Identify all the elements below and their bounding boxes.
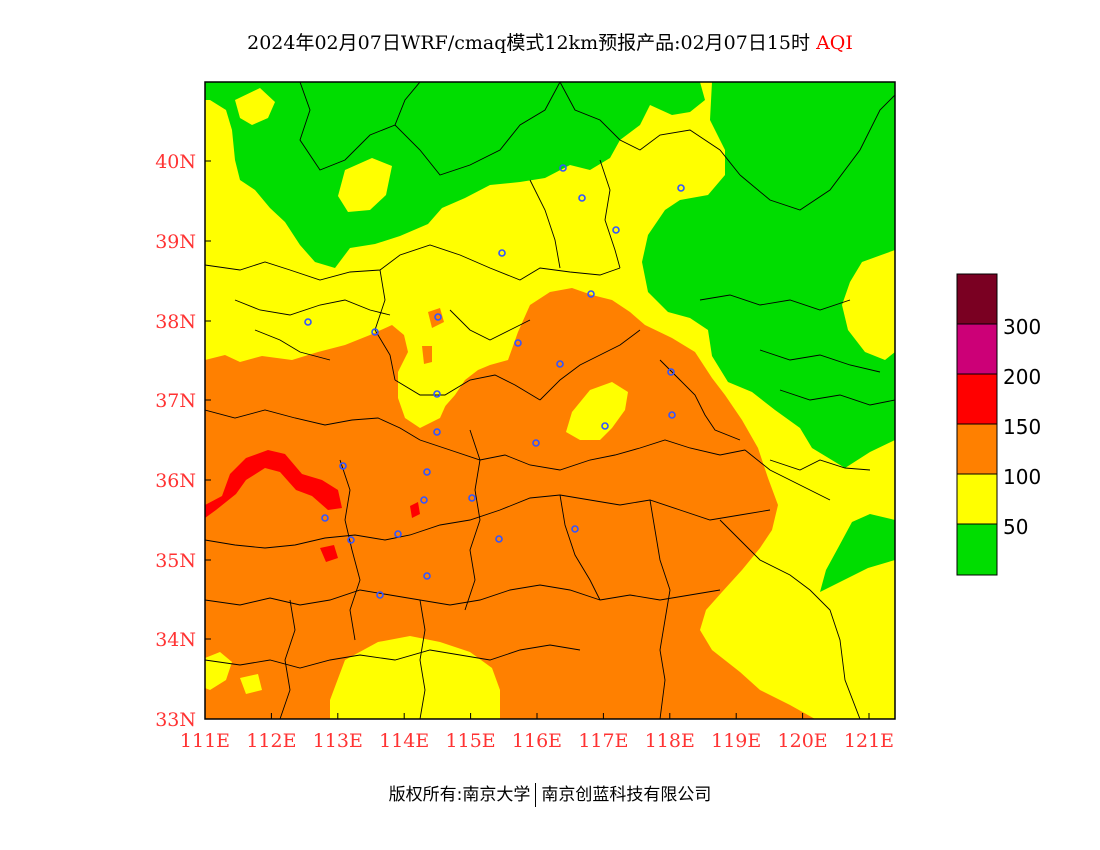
- lon-tick-label: 111E: [180, 730, 230, 752]
- station-marker: [677, 184, 685, 192]
- lat-tick-label: 36N: [155, 470, 196, 492]
- station-marker: [304, 318, 312, 326]
- lat-axis: 33N 34N 35N 36N 37N 38N 39N 40N: [155, 151, 211, 731]
- legend-swatch-orange: [956, 423, 998, 475]
- station-marker: [587, 290, 595, 298]
- station-marker: [394, 530, 402, 538]
- footer-divider: [535, 783, 537, 807]
- aqi-red-west: [205, 450, 342, 518]
- lon-axis: 111E 112E 113E 114E 115E 116E 117E 118E …: [180, 713, 894, 752]
- legend-swatch-yellow: [956, 473, 998, 525]
- aqi-yellow-pocket: [235, 88, 275, 125]
- legend-swatch-green: [956, 523, 998, 576]
- station-marker: [578, 194, 586, 202]
- title-text: 2024年02月07日WRF/cmaq模式12km预报产品:02月07日15时: [247, 32, 811, 54]
- legend-label-150: 150: [1003, 415, 1042, 439]
- station-marker: [601, 422, 609, 430]
- lat-tick-label: 37N: [155, 390, 196, 412]
- lon-tick-label: 118E: [645, 730, 695, 752]
- legend-label-200: 200: [1003, 365, 1042, 389]
- footer: 版权所有:南京大学 南京创蓝科技有限公司: [0, 780, 1100, 807]
- copyright-text: 版权所有:南京大学: [388, 785, 531, 805]
- aqi-orange-main: [205, 288, 815, 719]
- aqi-yellow-hole-4: [205, 652, 232, 690]
- lat-tick-label: 40N: [155, 151, 196, 173]
- aqi-field: [205, 82, 895, 719]
- lon-tick-label: 119E: [711, 730, 761, 752]
- station-marker: [347, 536, 355, 544]
- lon-tick-label: 113E: [313, 730, 363, 752]
- aqi-orange-fleck: [428, 308, 444, 328]
- station-marker: [433, 428, 441, 436]
- map-title: 2024年02月07日WRF/cmaq模式12km预报产品:02月07日15时 …: [0, 28, 1100, 55]
- station-marker: [667, 368, 675, 376]
- aqi-red-spot-2: [410, 502, 420, 518]
- lat-tick-label: 34N: [155, 629, 196, 651]
- station-marker: [433, 390, 441, 398]
- lon-tick-label: 120E: [778, 730, 828, 752]
- lon-tick-label: 121E: [844, 730, 894, 752]
- station-marker: [668, 411, 676, 419]
- aqi-orange-fleck-2: [422, 346, 432, 364]
- station-marker: [423, 572, 431, 580]
- station-markers: [304, 164, 685, 599]
- aqi-legend-bar: [956, 273, 998, 576]
- product-label: AQI: [816, 32, 853, 54]
- aqi-yellow-coast: [842, 250, 895, 360]
- aqi-yellow-hole-1: [566, 382, 628, 440]
- station-marker: [376, 591, 384, 599]
- station-marker: [371, 328, 379, 336]
- legend-swatch-purple: [956, 323, 998, 375]
- station-marker: [321, 514, 329, 522]
- lon-tick-label: 117E: [578, 730, 628, 752]
- aqi-yellow-hole-5: [240, 674, 262, 694]
- station-marker: [571, 525, 579, 533]
- aqi-green-southeast: [820, 514, 895, 592]
- legend-swatch-red: [956, 373, 998, 425]
- lon-tick-label: 114E: [379, 730, 429, 752]
- lon-tick-label: 116E: [512, 730, 562, 752]
- lon-tick-label: 115E: [446, 730, 496, 752]
- aqi-yellow-pocket-2: [338, 158, 392, 212]
- lat-tick-label: 33N: [155, 709, 196, 731]
- lat-tick-label: 39N: [155, 231, 196, 253]
- station-marker: [612, 226, 620, 234]
- station-marker: [339, 462, 347, 470]
- station-marker: [498, 249, 506, 257]
- admin-boundaries: [205, 82, 895, 719]
- station-marker: [532, 439, 540, 447]
- legend-swatch-maroon: [956, 273, 998, 325]
- aqi-red-spot-1: [320, 545, 338, 562]
- company-text: 南京创蓝科技有限公司: [541, 785, 712, 805]
- lon-tick-label: 112E: [246, 730, 296, 752]
- station-marker: [556, 360, 564, 368]
- lat-tick-label: 35N: [155, 550, 196, 572]
- station-marker: [423, 468, 431, 476]
- station-marker: [559, 164, 567, 172]
- lat-tick-label: 38N: [155, 311, 196, 333]
- legend-label-100: 100: [1003, 465, 1042, 489]
- aqi-yellow-hole-2: [398, 372, 448, 428]
- station-marker: [434, 313, 442, 321]
- station-marker: [495, 535, 503, 543]
- legend-label-50: 50: [1003, 515, 1029, 539]
- station-marker: [420, 496, 428, 504]
- station-marker: [468, 494, 476, 502]
- station-marker: [514, 339, 522, 347]
- aqi-green-east: [642, 82, 895, 468]
- legend-label-300: 300: [1003, 315, 1042, 339]
- aqi-green-north: [205, 82, 705, 268]
